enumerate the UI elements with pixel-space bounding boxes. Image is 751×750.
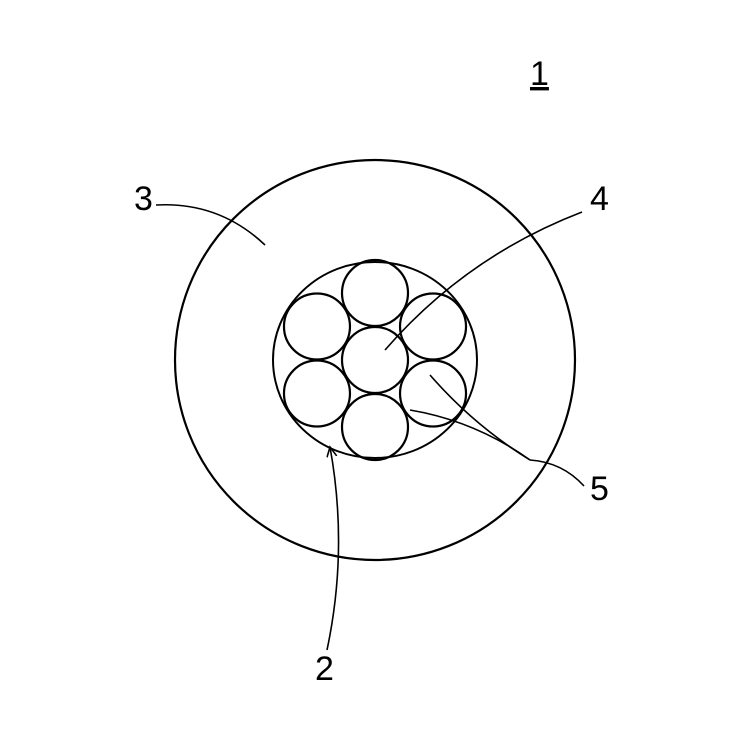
outer-strand [342, 260, 408, 326]
center-strand [342, 327, 408, 393]
leader-line [530, 460, 584, 486]
outer-strand [284, 294, 350, 360]
figure-title-label: 1 [530, 55, 549, 93]
bundle-envelope [273, 262, 477, 458]
leader-line [385, 212, 582, 350]
diagram-svg: 1 3 4 2 5 [0, 0, 751, 750]
leader-line [327, 447, 339, 650]
label-3: 3 [134, 180, 153, 218]
leader-line [410, 410, 530, 460]
outer-strand [400, 294, 466, 360]
label-2: 2 [315, 650, 334, 688]
label-5: 5 [590, 470, 609, 508]
outer-strand [342, 394, 408, 460]
outer-circle [175, 160, 575, 560]
outer-strand [284, 361, 350, 427]
leader-line [156, 205, 265, 245]
outer-strand [400, 361, 466, 427]
label-4: 4 [590, 180, 609, 218]
